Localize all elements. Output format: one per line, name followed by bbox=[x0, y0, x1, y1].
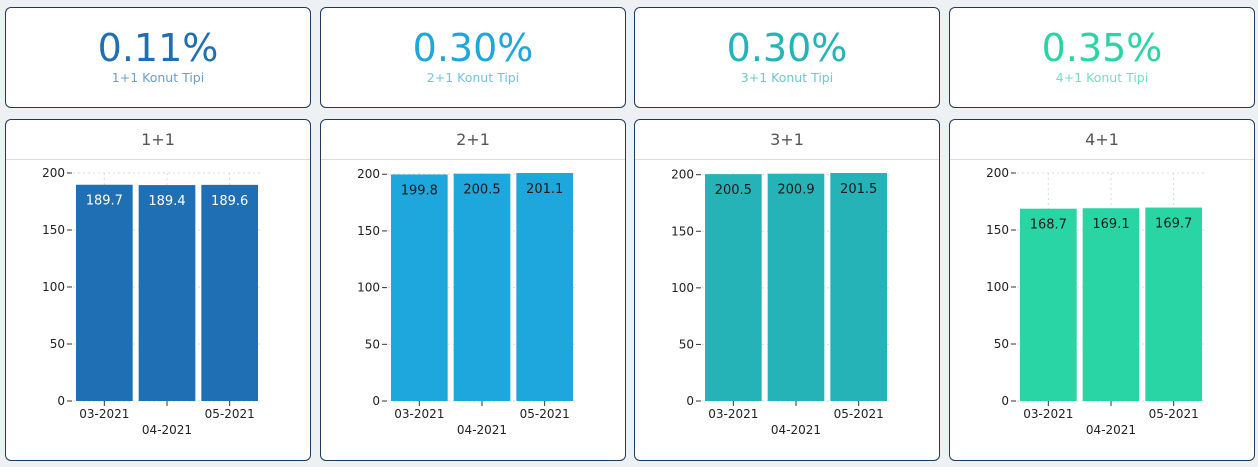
bar-value-label: 169.7 bbox=[1155, 217, 1192, 232]
x-tick-label: 04-2021 bbox=[771, 423, 821, 437]
chart-card-1: 1+1 0 50 100 150 200 189.7 03-2021 189.4 04-2021… bbox=[5, 119, 311, 461]
x-tick-label: 04-2021 bbox=[457, 423, 507, 437]
x-tick-label: 04-2021 bbox=[1086, 423, 1136, 437]
x-tick-label: 05-2021 bbox=[205, 407, 255, 421]
bar[interactable] bbox=[516, 173, 573, 401]
kpi-value: 0.30% bbox=[726, 26, 848, 70]
kpi-label: 4+1 Konut Tipi bbox=[1055, 70, 1149, 85]
bar[interactable] bbox=[1020, 208, 1077, 401]
kpi-label: 2+1 Konut Tipi bbox=[426, 70, 520, 85]
x-tick-label: 03-2021 bbox=[79, 407, 129, 421]
y-tick-label: 200 bbox=[986, 166, 1009, 180]
bar-value-label: 200.5 bbox=[463, 183, 500, 198]
y-tick-label: 200 bbox=[357, 167, 380, 181]
bar[interactable] bbox=[1082, 208, 1140, 401]
bar-chart-1: 0 50 100 150 200 189.7 03-2021 189.4 04-2021 189.… bbox=[42, 166, 261, 437]
chart-card-2: 2+1 0 50 100 150 200 199.8 03-2021 200.5 04-2021… bbox=[320, 119, 626, 461]
bar-chart-4: 0 50 100 150 200 168.7 03-2021 169.1 04-2021 169.… bbox=[986, 166, 1205, 437]
bar[interactable] bbox=[76, 184, 133, 401]
bar[interactable] bbox=[201, 184, 258, 401]
chart-card-4: 4+1 0 50 100 150 200 168.7 03-2021 169.1 04-2021… bbox=[949, 119, 1255, 461]
y-tick-label: 150 bbox=[671, 224, 694, 238]
kpi-card-1: 0.11% 1+1 Konut Tipi bbox=[5, 7, 311, 108]
y-tick-label: 200 bbox=[42, 166, 65, 180]
bar-value-label: 168.7 bbox=[1030, 218, 1067, 233]
y-tick-label: 50 bbox=[365, 337, 380, 351]
bar-value-label: 199.8 bbox=[401, 183, 438, 198]
bar[interactable] bbox=[1145, 207, 1202, 401]
bar-value-label: 189.4 bbox=[148, 194, 185, 209]
bar-value-label: 200.5 bbox=[715, 183, 752, 198]
y-tick-label: 50 bbox=[679, 337, 694, 351]
bar[interactable] bbox=[830, 173, 887, 401]
x-tick-label: 03-2021 bbox=[1023, 407, 1073, 421]
kpi-card-4: 0.35% 4+1 Konut Tipi bbox=[949, 7, 1255, 108]
x-tick-label: 03-2021 bbox=[708, 407, 758, 421]
y-tick-label: 100 bbox=[42, 280, 65, 294]
bar-value-label: 189.6 bbox=[211, 194, 248, 209]
x-tick-label: 05-2021 bbox=[834, 407, 884, 421]
bar-chart-3: 0 50 100 150 200 200.5 03-2021 200.9 04-2021 201.… bbox=[671, 168, 890, 437]
x-tick-label: 04-2021 bbox=[142, 423, 192, 437]
x-tick-label: 03-2021 bbox=[394, 407, 444, 421]
bar[interactable] bbox=[453, 173, 511, 401]
bar[interactable] bbox=[138, 185, 196, 401]
bar-value-label: 201.5 bbox=[840, 182, 877, 197]
x-tick-label: 05-2021 bbox=[520, 407, 570, 421]
bar-value-label: 189.7 bbox=[86, 194, 123, 209]
y-tick-label: 0 bbox=[372, 394, 380, 408]
kpi-label: 3+1 Konut Tipi bbox=[740, 70, 834, 85]
kpi-value: 0.30% bbox=[412, 26, 534, 70]
bar[interactable] bbox=[767, 173, 825, 401]
y-tick-label: 100 bbox=[357, 281, 380, 295]
bar-value-label: 201.1 bbox=[526, 182, 563, 197]
y-tick-label: 150 bbox=[42, 223, 65, 237]
bar[interactable] bbox=[705, 174, 762, 401]
y-tick-label: 150 bbox=[357, 224, 380, 238]
kpi-label: 1+1 Konut Tipi bbox=[111, 70, 205, 85]
chart-title: 3+1 bbox=[635, 120, 939, 160]
kpi-value: 0.35% bbox=[1041, 26, 1163, 70]
bar-value-label: 169.1 bbox=[1092, 217, 1129, 232]
chart-title: 1+1 bbox=[6, 120, 310, 160]
y-tick-label: 0 bbox=[57, 394, 65, 408]
x-tick-label: 05-2021 bbox=[1149, 407, 1199, 421]
y-tick-label: 0 bbox=[1001, 394, 1009, 408]
y-tick-label: 0 bbox=[686, 394, 694, 408]
kpi-value: 0.11% bbox=[97, 26, 219, 70]
y-tick-label: 100 bbox=[671, 281, 694, 295]
kpi-card-2: 0.30% 2+1 Konut Tipi bbox=[320, 7, 626, 108]
y-tick-label: 50 bbox=[50, 337, 65, 351]
bar-value-label: 200.9 bbox=[777, 183, 814, 198]
bar-chart-2: 0 50 100 150 200 199.8 03-2021 200.5 04-2021 201.… bbox=[357, 167, 576, 437]
chart-card-3: 3+1 0 50 100 150 200 200.5 03-2021 200.9 04-2021… bbox=[634, 119, 940, 461]
y-tick-label: 150 bbox=[986, 223, 1009, 237]
y-tick-label: 50 bbox=[994, 337, 1009, 351]
y-tick-label: 200 bbox=[671, 168, 694, 182]
chart-title: 4+1 bbox=[950, 120, 1254, 160]
y-tick-label: 100 bbox=[986, 280, 1009, 294]
chart-title: 2+1 bbox=[321, 120, 625, 160]
bar[interactable] bbox=[391, 174, 448, 401]
kpi-card-3: 0.30% 3+1 Konut Tipi bbox=[634, 7, 940, 108]
